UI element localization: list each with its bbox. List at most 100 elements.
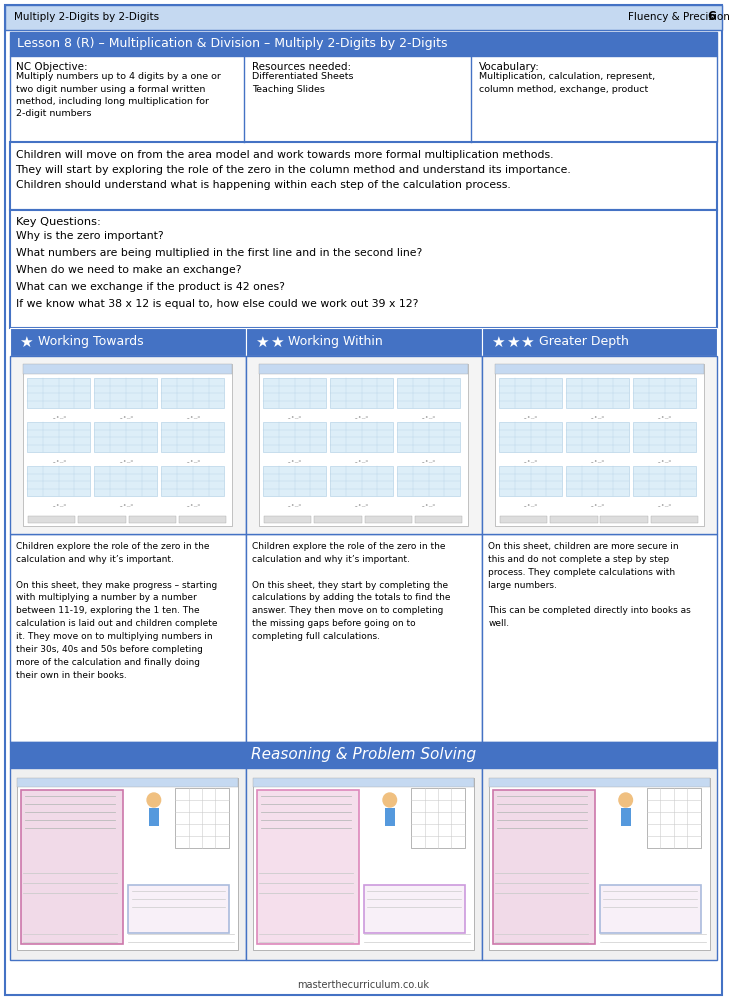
Bar [411, 788, 464, 848]
Text: ★: ★ [255, 334, 269, 350]
Text: Multiply numbers up to 4 digits by a one or
two digit number using a formal writ: Multiply numbers up to 4 digits by a one… [16, 72, 220, 118]
Text: __ x __=: __ x __= [524, 502, 538, 506]
Bar [500, 516, 548, 523]
Text: __ x __=: __ x __= [185, 458, 200, 462]
Text: __ x __=: __ x __= [118, 414, 133, 418]
Bar [566, 422, 629, 452]
Bar [633, 422, 696, 452]
Bar [179, 516, 226, 523]
Bar [489, 778, 710, 950]
Bar [633, 466, 696, 496]
Text: __ x __=: __ x __= [185, 502, 200, 506]
Bar [263, 466, 326, 496]
Text: __ x __=: __ x __= [422, 458, 436, 462]
Bar [245, 356, 482, 534]
Text: Reasoning & Problem Solving: Reasoning & Problem Solving [251, 748, 476, 762]
Text: __ x __=: __ x __= [52, 502, 66, 506]
Text: __ x __=: __ x __= [590, 502, 604, 506]
Circle shape [619, 793, 632, 807]
Bar [161, 466, 224, 496]
Text: ★: ★ [270, 334, 284, 350]
Bar [550, 516, 598, 523]
Bar [10, 142, 718, 210]
Bar [128, 885, 229, 933]
Text: Multiply 2-Digits by 2-Digits: Multiply 2-Digits by 2-Digits [13, 12, 159, 22]
Text: Children will move on from the area model and work towards more formal multiplic: Children will move on from the area mode… [16, 150, 572, 190]
Text: __ x __=: __ x __= [590, 414, 604, 418]
Bar [494, 790, 595, 944]
Text: __ x __=: __ x __= [355, 414, 369, 418]
Bar [23, 364, 232, 374]
Text: __ x __=: __ x __= [118, 502, 133, 506]
Text: 6: 6 [707, 10, 716, 23]
Bar [245, 328, 482, 356]
Bar [254, 778, 474, 950]
Text: __ x __=: __ x __= [287, 502, 302, 506]
Bar [599, 885, 701, 933]
Bar [27, 378, 90, 408]
Bar [263, 422, 326, 452]
Bar [482, 356, 718, 534]
Bar [10, 356, 245, 534]
Bar [4, 5, 722, 30]
Text: Vocabulary:: Vocabulary: [479, 62, 540, 72]
Text: ★: ★ [506, 334, 520, 350]
Text: When do we need to make an exchange?: When do we need to make an exchange? [16, 265, 241, 275]
Bar [10, 328, 245, 356]
Text: __ x __=: __ x __= [422, 502, 436, 506]
Text: Key Questions:: Key Questions: [16, 217, 100, 227]
Bar [260, 364, 468, 526]
Bar [21, 790, 123, 944]
Text: NC Objective:: NC Objective: [16, 62, 87, 72]
Text: Fluency & Precision: Fluency & Precision [628, 12, 730, 22]
Bar [10, 768, 245, 960]
Text: __ x __=: __ x __= [658, 414, 672, 418]
Bar [314, 516, 362, 523]
Bar [78, 516, 126, 523]
Text: Children explore the role of the zero in the
calculation and why it’s important.: Children explore the role of the zero in… [253, 542, 451, 641]
Bar [17, 778, 238, 787]
Text: __ x __=: __ x __= [52, 414, 66, 418]
Bar [94, 378, 158, 408]
Bar [10, 32, 718, 56]
Text: __ x __=: __ x __= [658, 458, 672, 462]
Bar [10, 210, 718, 328]
Bar [499, 378, 562, 408]
Bar [566, 378, 629, 408]
Bar [260, 364, 468, 374]
Bar [633, 378, 696, 408]
Bar [397, 422, 460, 452]
Bar [149, 808, 159, 826]
Bar [161, 422, 224, 452]
Bar [10, 56, 718, 142]
Bar [10, 534, 245, 742]
Text: __ x __=: __ x __= [355, 502, 369, 506]
Text: __ x __=: __ x __= [658, 502, 672, 506]
Bar [23, 364, 232, 526]
Text: __ x __=: __ x __= [287, 458, 302, 462]
Text: Multiplication, calculation, represent,
column method, exchange, product: Multiplication, calculation, represent, … [479, 72, 655, 94]
Bar [647, 788, 700, 848]
Bar [499, 422, 562, 452]
Text: __ x __=: __ x __= [524, 458, 538, 462]
Bar [651, 516, 698, 523]
Bar [176, 788, 229, 848]
Text: Children explore the role of the zero in the
calculation and why it’s important.: Children explore the role of the zero in… [16, 542, 218, 680]
Bar [601, 516, 648, 523]
Bar [254, 778, 474, 787]
Bar [264, 516, 311, 523]
Text: Working Within: Working Within [288, 336, 383, 349]
Bar [415, 516, 462, 523]
Bar [385, 808, 394, 826]
Text: __ x __=: __ x __= [52, 458, 66, 462]
Bar [10, 742, 718, 768]
Text: __ x __=: __ x __= [422, 414, 436, 418]
Bar [257, 790, 359, 944]
Bar [94, 466, 158, 496]
Bar [263, 378, 326, 408]
Bar [330, 378, 393, 408]
Bar [330, 422, 393, 452]
Text: __ x __=: __ x __= [355, 458, 369, 462]
Bar [621, 808, 631, 826]
Bar [27, 466, 90, 496]
